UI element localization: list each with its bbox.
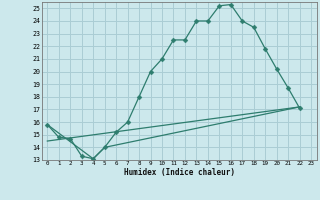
X-axis label: Humidex (Indice chaleur): Humidex (Indice chaleur)	[124, 168, 235, 177]
